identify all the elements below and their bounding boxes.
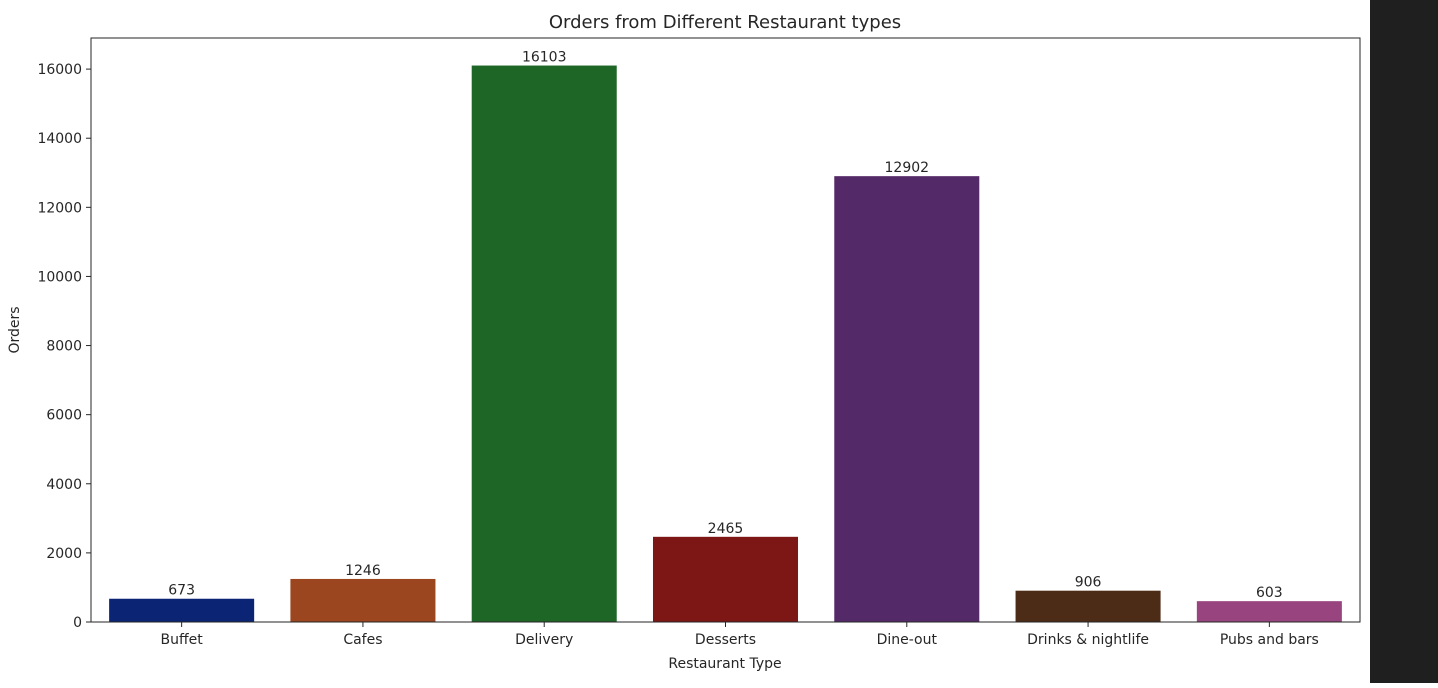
- y-axis-ticks: 0 2000 4000 6000 8000 10000 12000 14000 16000: [37, 62, 91, 631]
- x-tick-label: Desserts: [695, 632, 756, 648]
- bar: [1015, 590, 1161, 622]
- bar-value-label: 1246: [345, 563, 381, 579]
- x-axis-label: Restaurant Type: [668, 656, 781, 672]
- x-axis-ticks: Buffet Cafes Delivery Desserts Dine-out Drink…: [161, 622, 1319, 648]
- bar: [109, 598, 255, 622]
- y-tick-label: 8000: [46, 339, 82, 355]
- bar-data-labels: 673 1246 16103 2465 12902 906 603: [168, 50, 1282, 602]
- y-tick-label: 4000: [46, 477, 82, 493]
- y-tick-label: 12000: [37, 200, 82, 216]
- y-tick-label: 2000: [46, 546, 82, 562]
- bar: [471, 65, 617, 622]
- x-tick-label: Delivery: [515, 632, 573, 648]
- y-tick-label: 0: [73, 615, 82, 631]
- bars: [109, 65, 1342, 622]
- dark-side-panel: [1370, 0, 1438, 683]
- x-tick-label: Drinks & nightlife: [1027, 632, 1149, 648]
- bar: [834, 176, 980, 622]
- y-tick-label: 16000: [37, 62, 82, 78]
- bar-value-label: 673: [168, 583, 195, 599]
- bar-value-label: 603: [1256, 585, 1283, 601]
- bar: [652, 536, 799, 622]
- plot-frame: [90, 37, 1361, 623]
- bar-chart: Orders from Different Restaurant types 0…: [7, 12, 1361, 672]
- x-tick-label: Buffet: [161, 632, 204, 648]
- bar-value-label: 16103: [522, 50, 567, 66]
- y-tick-label: 10000: [37, 269, 82, 285]
- y-axis-label: Orders: [7, 306, 23, 353]
- bar-value-label: 12902: [885, 160, 930, 176]
- bar-value-label: 906: [1075, 575, 1102, 591]
- bar: [1196, 601, 1342, 622]
- chart-figure: Orders from Different Restaurant types 0…: [7, 12, 1361, 672]
- y-tick-label: 14000: [37, 131, 82, 147]
- y-tick-label: 6000: [46, 408, 82, 424]
- bar: [290, 578, 436, 622]
- x-tick-label: Cafes: [343, 632, 382, 648]
- x-tick-label: Pubs and bars: [1220, 632, 1319, 648]
- chart-title: Orders from Different Restaurant types: [549, 12, 901, 33]
- x-tick-label: Dine-out: [877, 632, 938, 648]
- bar-value-label: 2465: [708, 521, 744, 537]
